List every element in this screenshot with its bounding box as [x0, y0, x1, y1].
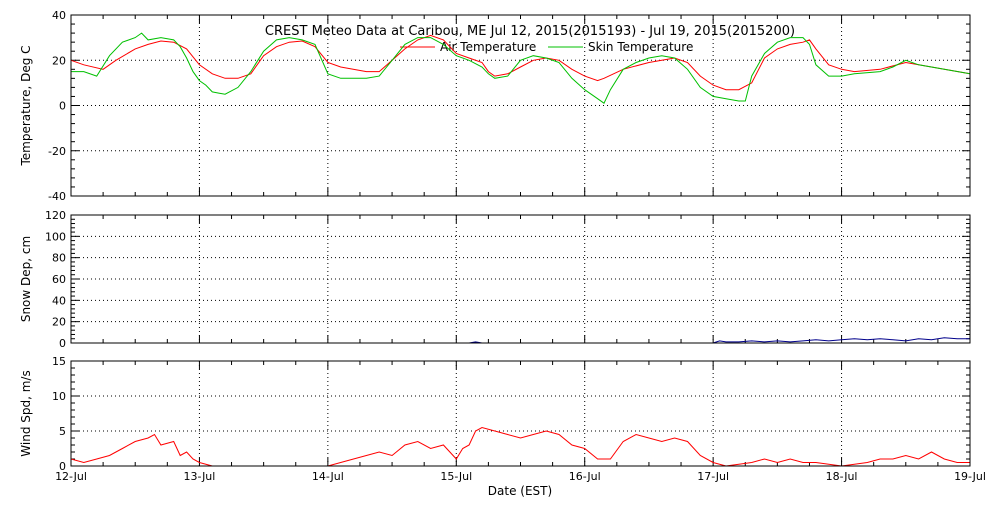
series-line-temperature-1 [71, 32, 971, 104]
y-tick-label: -40 [48, 190, 66, 203]
y-tick-label: 15 [52, 355, 66, 368]
y-tick-label: 100 [45, 230, 66, 243]
x-tick-label: 14-Jul [312, 470, 344, 483]
y-axis-label: Wind Spd, m/s [19, 370, 33, 456]
y-tick-label: 0 [59, 100, 66, 113]
x-tick-label: 19-Jul [954, 470, 986, 483]
y-axis-label: Temperature, Deg C [19, 45, 33, 166]
y-axis-label: Snow Dep, cm [19, 236, 33, 322]
x-tick-labels: 12-Jul 13-Jul 14-Jul 15-Jul 16-Jul 17-Jul 18-J… [55, 470, 986, 483]
y-tick-label: 40 [52, 294, 66, 307]
legend-label: Air Temperature [440, 40, 536, 54]
chart-panels: -40 -20 0 20 40 Temperature, Deg C 0 20 40 60 80 10… [19, 9, 971, 473]
panel-temperature: -40 -20 0 20 40 Temperature, Deg C [19, 9, 971, 203]
legend: Air Temperature Skin Temperature [400, 40, 693, 54]
x-tick-label: 13-Jul [183, 470, 215, 483]
x-tick-label: 17-Jul [697, 470, 729, 483]
panel-wind-speed: 0 5 10 15 Wind Spd, m/s [19, 355, 971, 473]
panel-frame [70, 360, 971, 467]
panel-frame [70, 14, 971, 197]
y-tick-label: 5 [59, 425, 66, 438]
x-axis-label: Date (EST) [488, 484, 552, 498]
y-tick-label: 40 [52, 9, 66, 22]
y-tick-label: 120 [45, 209, 66, 222]
y-tick-label: 0 [59, 337, 66, 350]
legend-label: Skin Temperature [588, 40, 693, 54]
chart-title: CREST Meteo Data at Caribou, ME Jul 12, … [265, 24, 795, 39]
x-tick-label: 12-Jul [55, 470, 87, 483]
series-line-wind-speed-0 [70, 426, 970, 467]
panel-frame [70, 214, 971, 344]
y-tick-label: 10 [52, 390, 66, 403]
x-tick-label: 15-Jul [440, 470, 472, 483]
y-tick-label: 80 [52, 252, 66, 265]
y-tick-label: 0 [59, 460, 66, 473]
x-tick-label: 16-Jul [569, 470, 601, 483]
y-tick-label: 20 [52, 54, 66, 67]
y-tick-label: -20 [48, 145, 66, 158]
y-tick-label: 20 [52, 316, 66, 329]
panel-snow-depth: 0 20 40 60 80 100 120 Snow Dep, cm [19, 209, 971, 350]
y-tick-label: 60 [52, 273, 66, 286]
x-tick-label: 18-Jul [826, 470, 858, 483]
series-line-temperature-0 [70, 34, 971, 91]
